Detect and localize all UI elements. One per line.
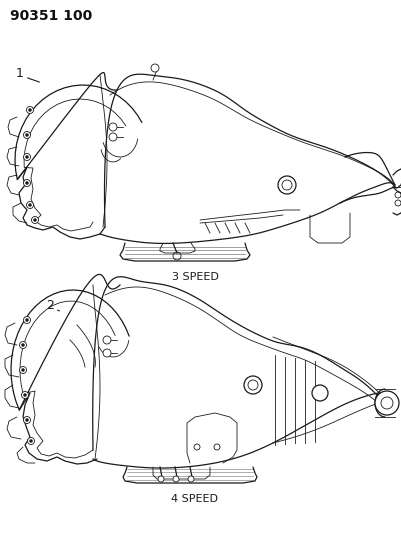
- Circle shape: [25, 319, 28, 321]
- Circle shape: [26, 107, 33, 114]
- Circle shape: [374, 391, 398, 415]
- Circle shape: [21, 343, 24, 346]
- Circle shape: [27, 438, 34, 445]
- Circle shape: [109, 133, 117, 141]
- Circle shape: [103, 336, 111, 344]
- Circle shape: [151, 64, 159, 72]
- Circle shape: [188, 476, 194, 482]
- Circle shape: [21, 392, 28, 399]
- Text: 1: 1: [16, 67, 24, 79]
- Circle shape: [311, 385, 327, 401]
- Text: 3 SPEED: 3 SPEED: [171, 272, 218, 282]
- Circle shape: [213, 444, 219, 450]
- Text: 4 SPEED: 4 SPEED: [171, 494, 218, 504]
- Circle shape: [25, 133, 28, 136]
- Circle shape: [20, 342, 26, 349]
- Circle shape: [243, 376, 261, 394]
- Circle shape: [194, 444, 200, 450]
- Circle shape: [158, 476, 164, 482]
- Circle shape: [23, 154, 30, 160]
- Circle shape: [23, 180, 30, 187]
- Circle shape: [20, 367, 26, 374]
- Text: 90351 100: 90351 100: [10, 9, 92, 23]
- Circle shape: [21, 368, 24, 372]
- Circle shape: [28, 109, 31, 111]
- Circle shape: [172, 476, 178, 482]
- Circle shape: [25, 156, 28, 158]
- Circle shape: [23, 393, 26, 397]
- Circle shape: [23, 416, 30, 424]
- Circle shape: [109, 123, 117, 131]
- Circle shape: [23, 132, 30, 139]
- Circle shape: [25, 418, 28, 422]
- Circle shape: [23, 317, 30, 324]
- Text: 2: 2: [46, 298, 54, 311]
- Circle shape: [25, 182, 28, 184]
- Circle shape: [28, 204, 31, 206]
- Circle shape: [29, 440, 32, 442]
- Circle shape: [31, 216, 38, 223]
- Circle shape: [33, 219, 36, 222]
- Circle shape: [103, 349, 111, 357]
- Circle shape: [26, 201, 33, 208]
